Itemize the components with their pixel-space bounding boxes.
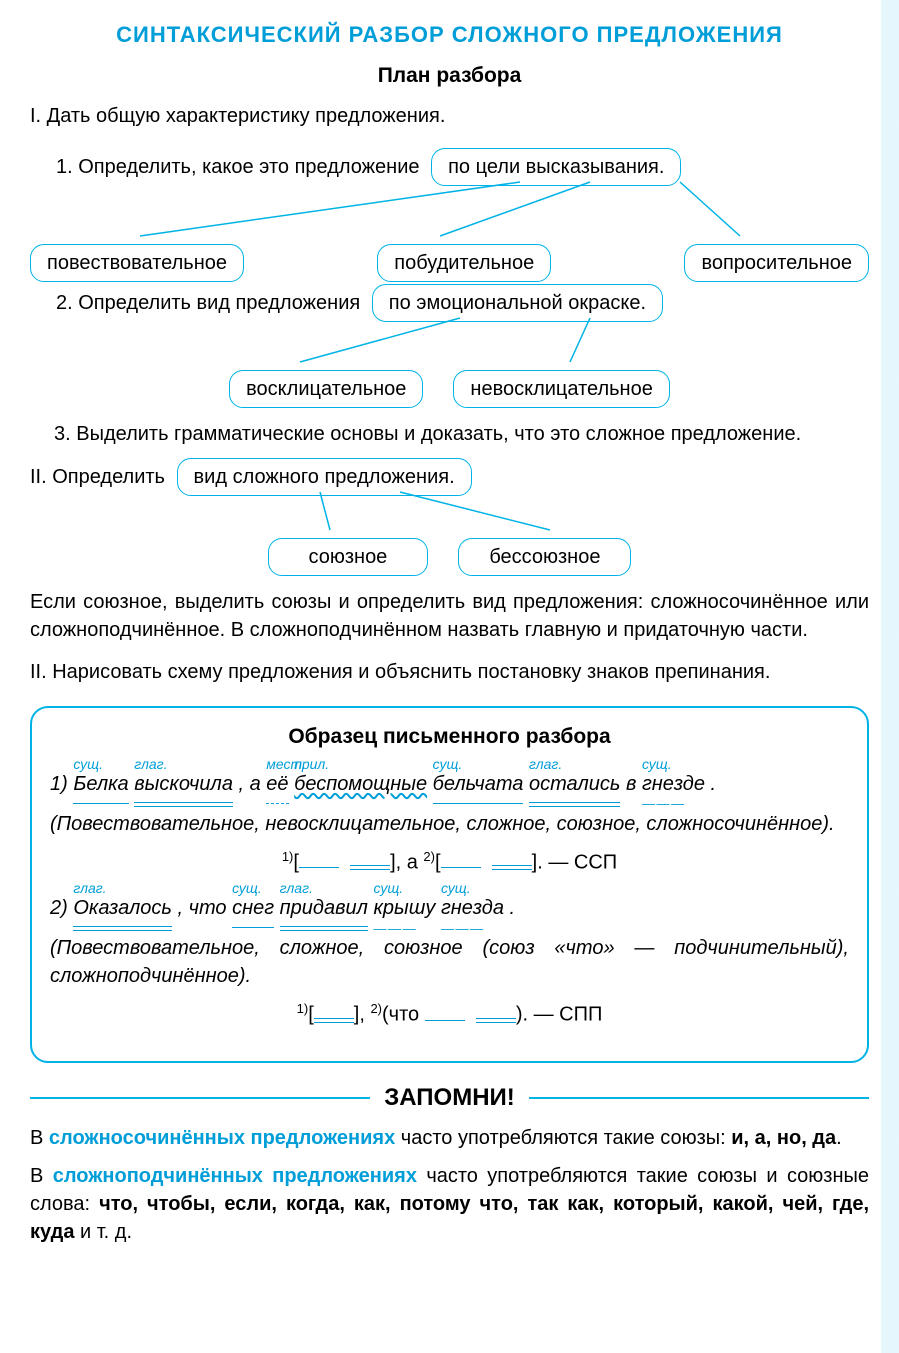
remember-divider: ЗАПОМНИ! [30,1081,869,1115]
sup: 1) [297,1001,309,1016]
word: придавилглаг. [280,890,368,926]
diagram-1: 1. Определить, какое это предложение по … [30,140,869,280]
option-bubble: побудительное [377,244,551,282]
section-1-heading: I. Дать общую характеристику предложения… [30,102,869,130]
item3: 3. Выделить грамматические основы и дока… [30,420,869,448]
pos-label: сущ. [73,752,103,777]
word: выскочилаглаг. [134,766,233,802]
schema-2: 1)[], 2)(что ). — СПП [50,1000,849,1029]
subtitle: План разбора [30,61,869,90]
word: крышусущ. [373,890,435,926]
schema-text: (что [382,1004,425,1026]
sentence-1-note: (Повествовательное, невосклицательное, с… [50,810,849,838]
schema-1: 1)[ ], а 2)[ ]. — ССП [50,848,849,877]
word: Оказалосьглаг. [73,890,172,926]
word: еёмест. [266,766,288,804]
word: беспомощныеприл. [294,766,427,802]
schema-text: . — ССП [537,851,617,873]
pos-label: глаг. [529,752,562,777]
option-bubble: невосклицательное [453,370,669,408]
option-bubble: вопросительное [684,244,869,282]
pos-label: сущ. [232,876,262,901]
remember-p2: В сложноподчинённых предложениях часто у… [30,1162,869,1246]
option-bubble: союзное [268,538,429,576]
pos-label: сущ. [441,876,471,901]
sentence-2-note: (Повествовательное, сложное, союзное (со… [50,934,849,990]
item2-lead: 2. Определить вид предложения [56,292,360,314]
page: СИНТАКСИЧЕСКИЙ РАЗБОР СЛОЖНОГО ПРЕДЛОЖЕН… [0,0,899,1276]
word: гнездасущ. [441,890,504,926]
example-box: Образец письменного разбора 1) Белкасущ.… [30,706,869,1063]
sentence-1: 1) Белкасущ. выскочилаглаг. , а еёмест. … [50,766,849,804]
section-2-para: Если союзное, выделить союзы и определит… [30,588,869,644]
item1-lead: 1. Определить, какое это предложение [56,156,420,178]
diagram-3: II. Определить вид сложного предложения.… [30,458,869,578]
schema-text: , [359,1004,370,1026]
section-2-bubble: вид сложного предложения. [177,458,472,496]
section-3: II. Нарисовать схему предложения и объяс… [30,658,869,686]
pos-label: глаг. [134,752,167,777]
main-title: СИНТАКСИЧЕСКИЙ РАЗБОР СЛОЖНОГО ПРЕДЛОЖЕН… [30,20,869,51]
pos-label: прил. [294,752,329,777]
diagram-2: 2. Определить вид предложения по эмоцион… [30,280,869,410]
pos-label: сущ. [642,752,672,777]
example-title: Образец письменного разбора [50,722,849,751]
sentence-2: 2) Оказалосьглаг. , что снегсущ. придави… [50,890,849,928]
section-2-lead: II. Определить [30,466,165,488]
pos-label: глаг. [73,876,106,901]
word: Белкасущ. [73,766,128,804]
word: гнездесущ. [642,766,705,802]
option-bubble: бессоюзное [458,538,631,576]
pos-label: сущ. [433,752,463,777]
remember-p1: В сложносочинённых предложениях часто уп… [30,1124,869,1152]
schema-text: ). — СПП [516,1004,603,1026]
schema-text: , а [396,851,424,873]
word: осталисьглаг. [529,766,620,802]
pos-label: глаг. [280,876,313,901]
remember-title: ЗАПОМНИ! [370,1081,529,1115]
option-bubble: повествовательное [30,244,244,282]
word: бельчатасущ. [433,766,524,804]
pos-label: сущ. [373,876,403,901]
sup: 2) [423,849,435,864]
sup: 1) [282,849,294,864]
option-bubble: восклицательное [229,370,423,408]
item2-bubble: по эмоциональной окраске. [372,284,663,322]
item1-bubble: по цели высказывания. [431,148,681,186]
sup: 2) [370,1001,382,1016]
word: снегсущ. [232,890,274,928]
